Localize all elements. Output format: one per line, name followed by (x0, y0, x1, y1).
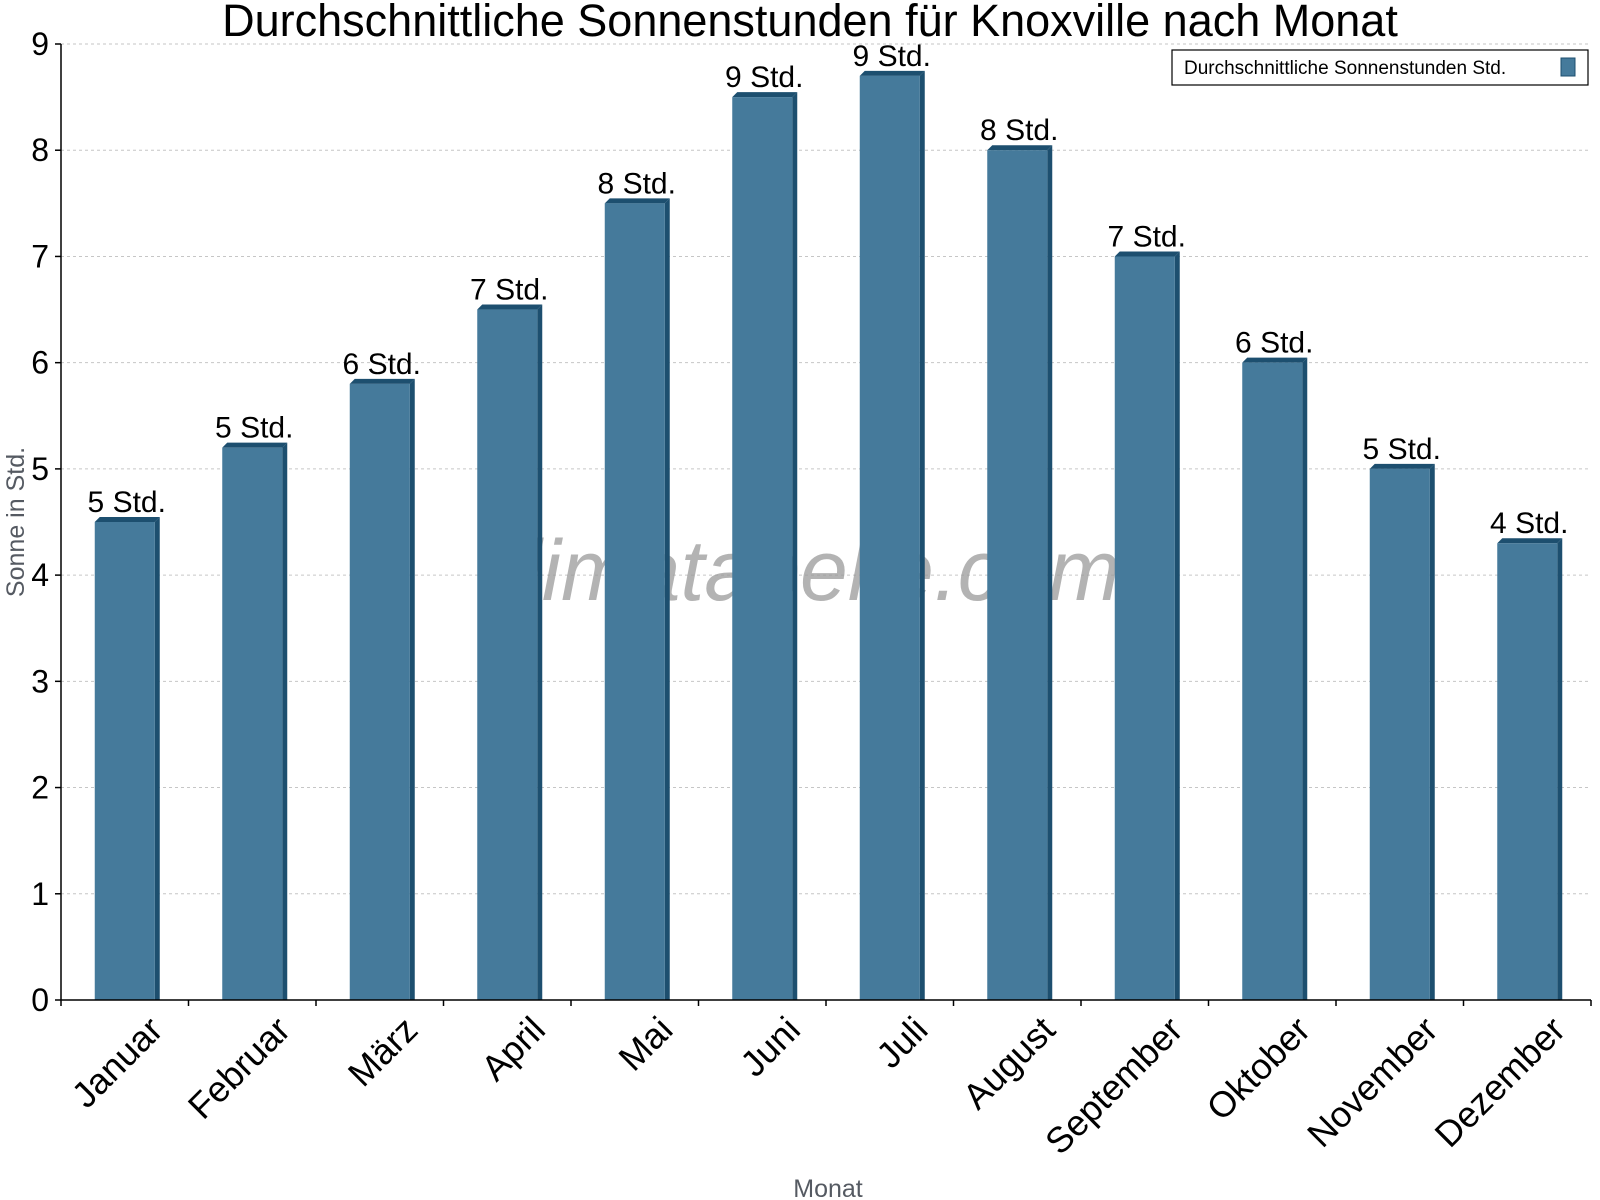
x-tick-label: Februar (180, 1009, 298, 1127)
y-tick-label: 1 (31, 876, 49, 912)
x-tick-label: Mai (610, 1009, 680, 1079)
legend-box (1171, 49, 1589, 86)
bar-side (1174, 251, 1180, 1000)
legend-label: Durchschnittliche Sonnenstunden Std. (1184, 58, 1506, 79)
bar (1369, 468, 1430, 1000)
bar (732, 97, 793, 1001)
bar (1497, 543, 1558, 1000)
y-tick-label: 2 (31, 770, 49, 806)
bar-side (919, 70, 925, 1000)
data-label: 6 Std. (1235, 327, 1313, 360)
bar-top (1369, 463, 1435, 469)
bar-side (1047, 145, 1053, 1000)
y-tick-label: 8 (31, 132, 49, 168)
data-label: 6 Std. (343, 348, 421, 381)
bar-side (792, 92, 798, 1001)
y-ticks: 0 1 2 3 4 5 6 7 8 9 (31, 26, 61, 1018)
axes (60, 44, 1591, 1001)
bar (222, 447, 283, 1001)
bar-top (94, 517, 160, 522)
x-tick-label: März (340, 1009, 426, 1095)
bar-top (1114, 251, 1180, 257)
bar-top (987, 145, 1053, 151)
x-tick-label: Januar (64, 1009, 171, 1116)
chart-title: Durchschnittliche Sonnenstunden für Knox… (222, 0, 1398, 46)
data-label: 5 Std. (88, 486, 166, 519)
y-tick-label: 3 (31, 663, 49, 699)
x-tick-label: November (1299, 1009, 1445, 1155)
bar-top (1497, 538, 1563, 544)
bar-side (1302, 357, 1308, 1001)
bar-top (1242, 357, 1308, 363)
bar-top (349, 378, 415, 384)
bar (1242, 362, 1303, 1001)
bar-top (859, 70, 925, 76)
bar-side (664, 198, 670, 1001)
bar (859, 75, 920, 1000)
y-axis-title: Sonne in Std. (2, 447, 30, 597)
data-label: 5 Std. (215, 412, 293, 445)
data-label: 7 Std. (470, 274, 548, 307)
data-label: 7 Std. (1108, 220, 1186, 253)
gridlines (61, 43, 1591, 895)
x-tick-label: August (955, 1009, 1063, 1117)
bar-side (409, 378, 415, 1000)
x-tick-label: Oktober (1198, 1009, 1318, 1129)
x-axis-title: Monat (793, 1175, 863, 1200)
bar (1114, 256, 1175, 1000)
data-label: 4 Std. (1490, 507, 1568, 540)
bar-side (537, 304, 543, 1000)
y-tick-label: 6 (31, 345, 49, 381)
y-tick-label: 7 (31, 238, 49, 274)
bar (477, 309, 538, 1000)
x-tick-label: April (473, 1009, 553, 1089)
bar-top (477, 304, 543, 310)
y-tick-label: 4 (31, 557, 49, 593)
y-tick-label: 5 (31, 451, 49, 487)
data-label: 9 Std. (725, 61, 803, 94)
bar-side (1557, 538, 1563, 1000)
x-ticks: Januar Februar März April Mai Juni Juli AugustS… (60, 1000, 1592, 1163)
bar (349, 383, 410, 1000)
y-tick-label: 0 (31, 982, 49, 1018)
x-tick-label: Juli (868, 1009, 935, 1076)
x-tick-label: Juni (732, 1009, 808, 1085)
data-label: 9 Std. (853, 40, 931, 73)
bar-side (282, 442, 288, 1001)
x-tick-label: September (1037, 1009, 1191, 1163)
bar-top (604, 198, 670, 204)
bars (94, 70, 1563, 1001)
data-label: 8 Std. (980, 114, 1058, 147)
bar (604, 203, 665, 1001)
legend-swatch (1560, 57, 1576, 77)
bar-side (1429, 463, 1435, 1000)
y-tick-label: 9 (31, 26, 49, 62)
data-labels: 5 Std. 5 Std. 6 Std. 7 Std. 8 Std. 9 Std. 9 St… (88, 40, 1569, 540)
x-tick-label: Dezember (1426, 1009, 1572, 1155)
legend: Durchschnittliche Sonnenstunden Std. (1171, 49, 1589, 86)
bar-top (222, 442, 288, 448)
bar-side (154, 517, 160, 1000)
bar-top (732, 92, 798, 98)
data-label: 5 Std. (1363, 433, 1441, 466)
bar (94, 522, 155, 1000)
data-label: 8 Std. (598, 167, 676, 200)
bar (987, 150, 1048, 1000)
